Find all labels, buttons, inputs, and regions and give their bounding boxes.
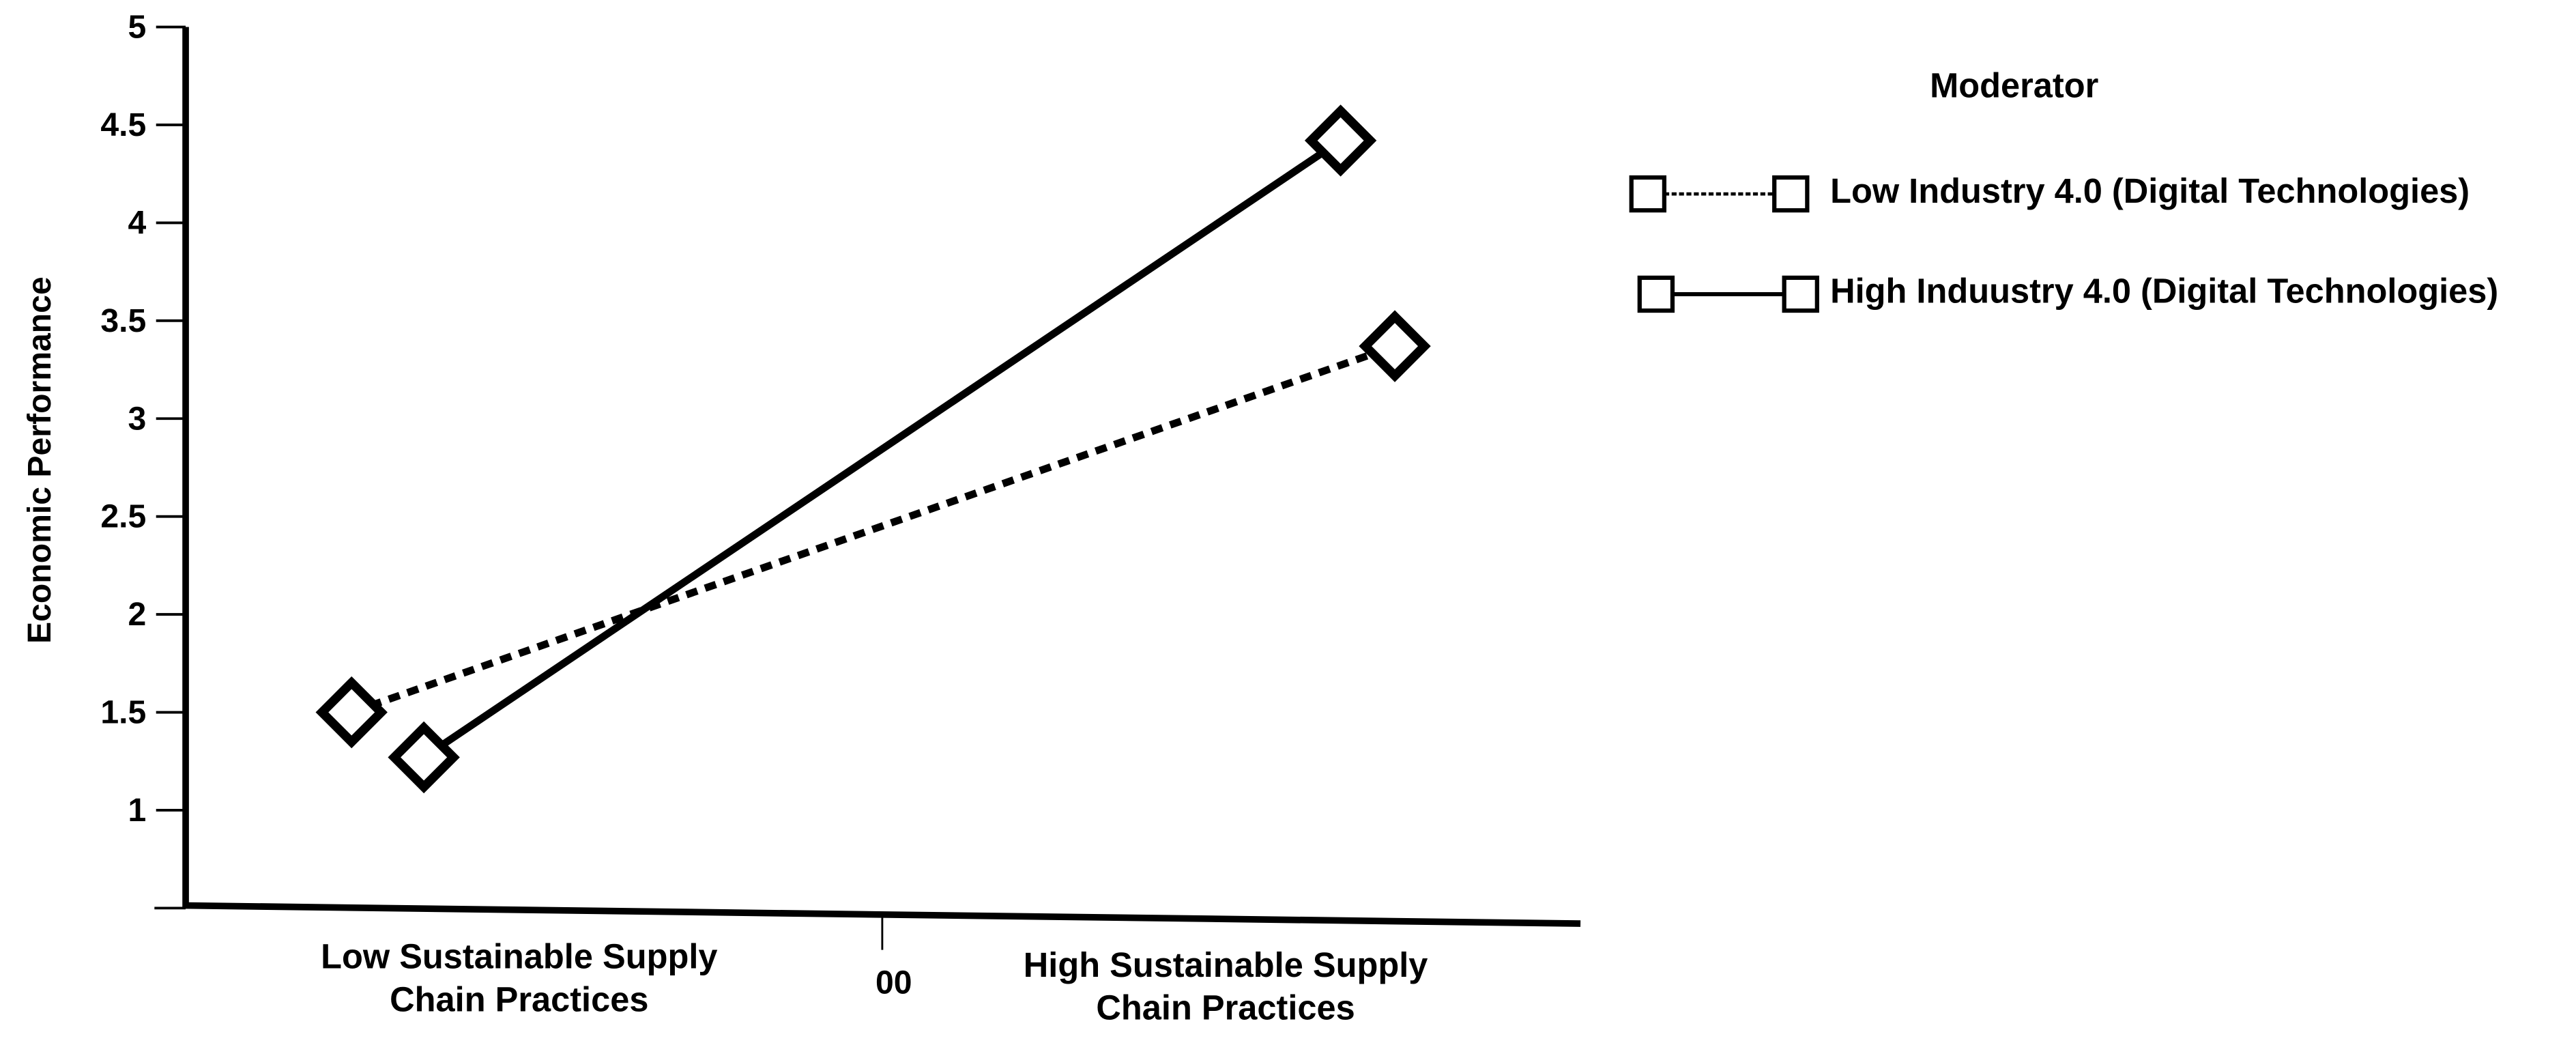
x-category-label-low: Low Sustainable Supply [321, 937, 717, 976]
y-tick-label: 4.5 [100, 106, 146, 143]
y-tick-label: 4 [128, 204, 146, 241]
y-axis-title: Economic Performance [21, 276, 58, 644]
legend-marker-square [1772, 175, 1810, 213]
y-tick-label: 2.5 [100, 498, 146, 535]
legend-title: Moderator [1930, 66, 2098, 105]
x-axis-category-labels: Low Sustainable Supply Chain Practices Hig… [321, 913, 1428, 1027]
y-axis-ticks: 1 1.5 2 2.5 3 3.5 4 4.5 5 [100, 9, 186, 829]
series-lines [315, 104, 1431, 794]
legend-marker-square [1782, 275, 1819, 313]
data-point-marker [1359, 310, 1431, 382]
series-low-line [350, 343, 1396, 716]
y-tick-label: 3.5 [100, 302, 146, 339]
x-category-label-high: High Sustainable Supply [1024, 945, 1428, 984]
legend-entry: Low Industry 4.0 (Digital Technologies) [1629, 171, 2470, 213]
axes: Economic Performance [21, 27, 1581, 927]
x-category-label-low: Chain Practices [390, 980, 648, 1018]
legend-entry: High Induustry 4.0 (Digital Technologies… [1637, 272, 2498, 313]
data-point-marker [1304, 104, 1377, 177]
legend-marker-square [1637, 275, 1675, 313]
x-center-label: 00 [875, 965, 912, 1001]
data-point-marker [315, 676, 388, 749]
data-point-marker [388, 721, 460, 794]
series-low-industry [315, 310, 1431, 749]
y-tick-label: 2 [128, 596, 146, 633]
series-high-industry [388, 104, 1377, 794]
series-high-line [422, 137, 1343, 760]
y-tick-label: 5 [128, 9, 146, 46]
y-tick-label: 3 [128, 400, 146, 437]
x-category-label-high: Chain Practices [1096, 988, 1355, 1027]
legend-label: High Induustry 4.0 (Digital Technologies… [1830, 272, 2498, 311]
y-tick-label: 1 [128, 792, 146, 829]
y-tick-label: 1.5 [100, 694, 146, 731]
legend: Moderator Low Industry 4.0 (Digital Techn… [1629, 66, 2498, 313]
legend-label: Low Industry 4.0 (Digital Technologies) [1830, 171, 2470, 210]
legend-marker-square [1629, 175, 1667, 213]
